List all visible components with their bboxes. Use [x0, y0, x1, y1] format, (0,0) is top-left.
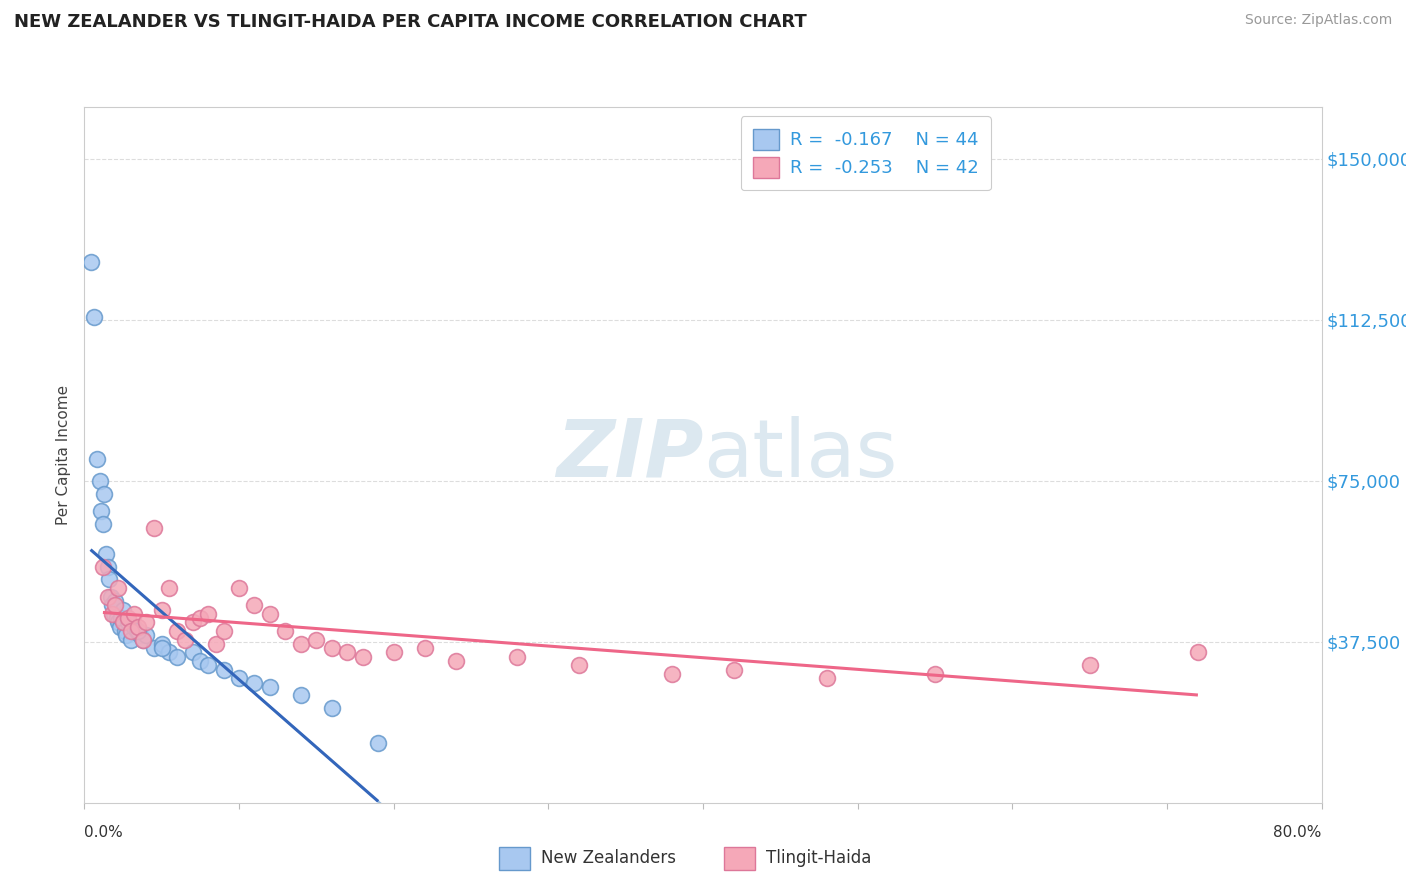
- Point: [259, 680, 281, 694]
- Point: [197, 607, 219, 621]
- Point: [114, 624, 136, 638]
- Point: [188, 611, 212, 625]
- Point: [98, 573, 121, 587]
- Point: [274, 624, 297, 638]
- Point: [83, 310, 105, 325]
- Point: [120, 624, 142, 638]
- Text: 0.0%: 0.0%: [84, 825, 124, 840]
- Point: [115, 628, 138, 642]
- Point: [117, 611, 139, 625]
- Point: [108, 620, 131, 634]
- Text: atlas: atlas: [703, 416, 897, 494]
- Point: [107, 581, 129, 595]
- Point: [150, 641, 173, 656]
- Point: [150, 602, 173, 616]
- Point: [181, 615, 204, 630]
- Point: [101, 599, 124, 613]
- Point: [174, 632, 197, 647]
- Point: [243, 599, 266, 613]
- Point: [129, 628, 152, 642]
- Point: [444, 654, 467, 668]
- Point: [107, 615, 129, 630]
- Point: [352, 649, 374, 664]
- Point: [91, 516, 114, 531]
- Text: ZIP: ZIP: [555, 416, 703, 494]
- Point: [112, 602, 135, 616]
- Point: [122, 620, 145, 634]
- Point: [86, 452, 108, 467]
- Point: [132, 632, 155, 647]
- Point: [104, 599, 127, 613]
- Point: [97, 559, 120, 574]
- Point: [100, 590, 122, 604]
- Point: [212, 663, 235, 677]
- Point: [91, 559, 114, 574]
- Point: [166, 624, 188, 638]
- Point: [150, 637, 173, 651]
- Point: [79, 254, 101, 268]
- Point: [166, 649, 188, 664]
- Point: [128, 624, 150, 638]
- Point: [367, 736, 389, 750]
- Text: 80.0%: 80.0%: [1274, 825, 1322, 840]
- Point: [143, 521, 166, 535]
- Point: [104, 594, 127, 608]
- Point: [1187, 645, 1209, 659]
- Point: [94, 547, 117, 561]
- Y-axis label: Per Capita Income: Per Capita Income: [56, 384, 72, 525]
- Point: [212, 624, 235, 638]
- Text: Source: ZipAtlas.com: Source: ZipAtlas.com: [1244, 13, 1392, 28]
- Point: [305, 632, 328, 647]
- Point: [188, 654, 212, 668]
- Point: [112, 615, 135, 630]
- Point: [321, 701, 343, 715]
- Point: [181, 645, 204, 659]
- Point: [117, 615, 139, 630]
- Point: [1078, 658, 1101, 673]
- Point: [197, 658, 219, 673]
- Point: [259, 607, 281, 621]
- Point: [228, 671, 250, 685]
- Point: [159, 645, 181, 659]
- Point: [243, 675, 266, 690]
- Text: Tlingit-Haida: Tlingit-Haida: [766, 849, 872, 867]
- Point: [135, 615, 157, 630]
- Point: [321, 641, 343, 656]
- Point: [101, 607, 124, 621]
- Point: [290, 689, 312, 703]
- Point: [90, 504, 112, 518]
- Point: [661, 667, 683, 681]
- Point: [143, 641, 166, 656]
- Point: [93, 486, 115, 500]
- Text: New Zealanders: New Zealanders: [541, 849, 676, 867]
- Point: [135, 628, 157, 642]
- Point: [122, 607, 145, 621]
- Text: NEW ZEALANDER VS TLINGIT-HAIDA PER CAPITA INCOME CORRELATION CHART: NEW ZEALANDER VS TLINGIT-HAIDA PER CAPIT…: [14, 13, 807, 31]
- Point: [506, 649, 529, 664]
- Legend: R =  -0.167    N = 44, R =  -0.253    N = 42: R = -0.167 N = 44, R = -0.253 N = 42: [741, 116, 991, 190]
- Point: [132, 632, 155, 647]
- Point: [89, 474, 111, 488]
- Point: [413, 641, 436, 656]
- Point: [97, 590, 120, 604]
- Point: [723, 663, 745, 677]
- Point: [568, 658, 591, 673]
- Point: [128, 620, 150, 634]
- Point: [290, 637, 312, 651]
- Point: [159, 581, 181, 595]
- Point: [105, 611, 128, 625]
- Point: [205, 637, 228, 651]
- Point: [103, 607, 125, 621]
- Point: [125, 624, 148, 638]
- Point: [815, 671, 838, 685]
- Point: [120, 632, 142, 647]
- Point: [382, 645, 405, 659]
- Point: [110, 611, 132, 625]
- Point: [336, 645, 359, 659]
- Point: [228, 581, 250, 595]
- Point: [924, 667, 946, 681]
